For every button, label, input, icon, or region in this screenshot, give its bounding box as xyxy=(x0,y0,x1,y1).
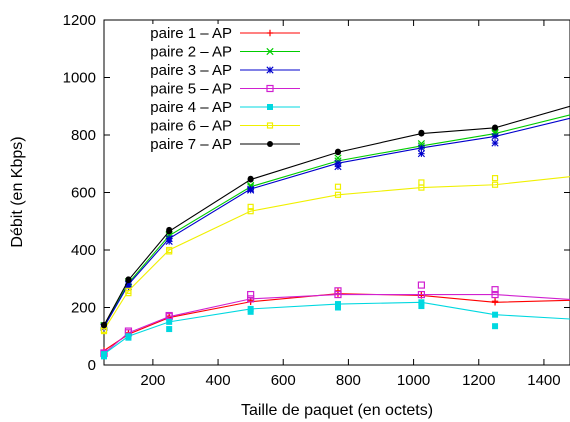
series-sample-point xyxy=(247,175,254,182)
legend-marker xyxy=(266,29,274,37)
legend-label: paire 6 – AP xyxy=(150,118,232,135)
series-sample-point xyxy=(100,327,108,335)
legend-label: paire 4 – AP xyxy=(150,99,232,116)
series-sample-point xyxy=(492,124,499,131)
series-line xyxy=(103,117,570,328)
series-sample-point xyxy=(334,183,342,190)
series-point xyxy=(491,290,499,299)
series-sample-point xyxy=(124,283,133,291)
legend-label: paire 5 – AP xyxy=(150,81,232,98)
y-tick-label: 600 xyxy=(71,185,96,202)
series-sample-point xyxy=(166,326,173,333)
series-sample-point xyxy=(101,353,107,360)
series-sample-point xyxy=(166,248,173,255)
series-layer xyxy=(100,105,570,360)
x-axis-label: Taille de paquet (en octets) xyxy=(241,402,433,419)
series-sample-point xyxy=(166,226,173,233)
series-sample-point xyxy=(334,163,342,171)
legend-label: paire 7 – AP xyxy=(150,136,232,153)
x-tick-label: 200 xyxy=(140,372,165,389)
axis-ticks: 200 400 600 800 1000 1200 1400 0 200 400 600 800 100… xyxy=(63,12,570,389)
series-sample-point xyxy=(491,286,499,294)
series-sample-point xyxy=(165,237,173,245)
legend-label: paire 1 – AP xyxy=(150,25,232,42)
series-point xyxy=(492,311,499,318)
series-sample-point xyxy=(247,308,254,315)
series-6 xyxy=(100,175,570,335)
series-sample-point xyxy=(334,304,341,311)
series-point xyxy=(417,290,426,299)
series-sample-point xyxy=(491,175,499,182)
series-point xyxy=(491,181,499,188)
series-sample-point xyxy=(247,290,255,299)
series-point xyxy=(247,295,255,303)
series-sample-point xyxy=(418,179,425,186)
y-tick-label: 1200 xyxy=(63,12,96,29)
y-tick-label: 400 xyxy=(71,242,96,259)
y-tick-label: 1000 xyxy=(63,70,96,87)
series-sample-point xyxy=(418,129,425,136)
series-sample-point xyxy=(492,323,499,330)
series-sample-point xyxy=(334,154,342,162)
series-5 xyxy=(101,299,570,360)
series-line xyxy=(103,293,570,352)
series-line xyxy=(103,301,570,355)
series-sample-point xyxy=(125,276,132,283)
legend-marker xyxy=(266,84,274,93)
legend-marker xyxy=(266,66,274,74)
series-sample-point xyxy=(418,303,425,310)
series-sample-point xyxy=(334,148,341,155)
series-point xyxy=(418,299,425,306)
x-tick-label: 800 xyxy=(336,372,361,389)
series-sample-point xyxy=(491,297,499,305)
series-7 xyxy=(101,105,570,329)
series-point xyxy=(491,132,499,141)
legend-background xyxy=(114,24,242,157)
series-point xyxy=(334,301,341,308)
series-sample-point xyxy=(165,311,173,320)
y-axis-label: Débit (en Kbps) xyxy=(9,136,26,247)
y-tick-label: 0 xyxy=(88,357,96,374)
series-point xyxy=(247,208,254,215)
series-point xyxy=(417,144,425,152)
x-tick-label: 400 xyxy=(206,372,231,389)
legend-label: paire 2 – AP xyxy=(150,44,232,61)
x-tick-label: 600 xyxy=(271,372,296,389)
legend-marker xyxy=(266,122,274,129)
series-sample-point xyxy=(417,150,425,158)
x-tick-label: 1200 xyxy=(462,372,495,389)
series-point xyxy=(166,318,173,325)
series-point xyxy=(334,191,342,198)
series-sample-point xyxy=(125,334,132,341)
series-sample-point xyxy=(247,203,254,210)
series-sample-point xyxy=(334,287,342,295)
series-point xyxy=(334,290,342,299)
series-sample-point xyxy=(101,321,107,328)
series-sample-point xyxy=(334,287,342,295)
series-sample-point xyxy=(125,290,132,297)
series-line xyxy=(103,105,570,326)
series-point xyxy=(334,159,342,167)
series-line xyxy=(103,114,570,327)
x-tick-label: 1000 xyxy=(397,372,430,389)
series-sample-point xyxy=(247,186,255,194)
legend-marker xyxy=(266,47,274,56)
legend-marker xyxy=(267,141,273,147)
y-tick-label: 200 xyxy=(71,300,96,317)
series-sample-point xyxy=(417,281,426,289)
legend-label: paire 3 – AP xyxy=(150,62,232,79)
series-line xyxy=(103,294,570,354)
series-4 xyxy=(100,281,570,358)
legend-marker xyxy=(267,104,273,110)
x-tick-label: 1400 xyxy=(527,372,560,389)
series-line xyxy=(103,176,570,331)
series-sample-point xyxy=(491,139,499,147)
y-tick-label: 800 xyxy=(71,127,96,144)
